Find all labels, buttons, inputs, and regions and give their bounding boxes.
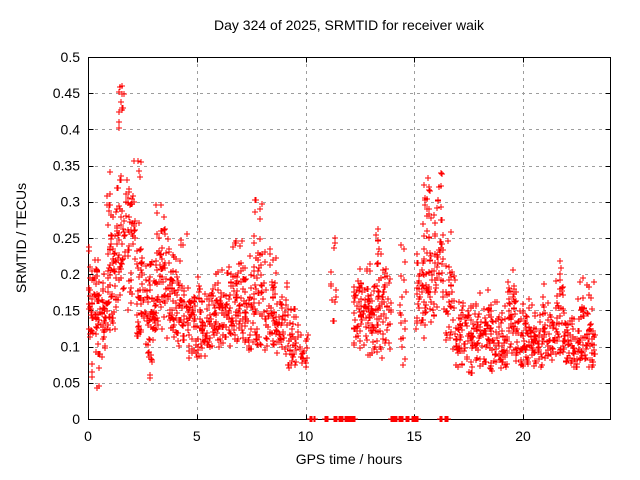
y-tick-label: 0.05: [53, 375, 80, 391]
y-axis-label: SRMTID / TECUs: [13, 182, 29, 294]
chart-title: Day 324 of 2025, SRMTID for receiver wai…: [214, 17, 484, 33]
y-tick-label: 0.15: [53, 302, 80, 318]
y-tick-label: 0.2: [61, 266, 81, 282]
x-axis-label: GPS time / hours: [295, 451, 403, 467]
y-tick-label: 0.5: [61, 49, 81, 65]
scatter-points: [86, 83, 598, 422]
y-tick-label: 0: [72, 411, 80, 427]
y-tick-label: 0.1: [61, 339, 81, 355]
x-tick-label: 10: [298, 428, 314, 444]
y-tick-label: 0.45: [53, 85, 80, 101]
x-tick-label: 0: [84, 428, 92, 444]
tick-labels: 0 5 10 15 20 0 0.05 0.1 0.15 0.2 0.25 0.3 0.35 0.4 0.4…: [53, 49, 531, 444]
x-tick-label: 20: [515, 428, 531, 444]
y-tick-label: 0.3: [61, 194, 81, 210]
x-tick-label: 5: [193, 428, 201, 444]
y-tick-label: 0.25: [53, 230, 80, 246]
y-tick-label: 0.4: [61, 121, 81, 137]
y-tick-label: 0.35: [53, 158, 80, 174]
grid-lines: [88, 57, 610, 419]
x-tick-label: 15: [406, 428, 422, 444]
